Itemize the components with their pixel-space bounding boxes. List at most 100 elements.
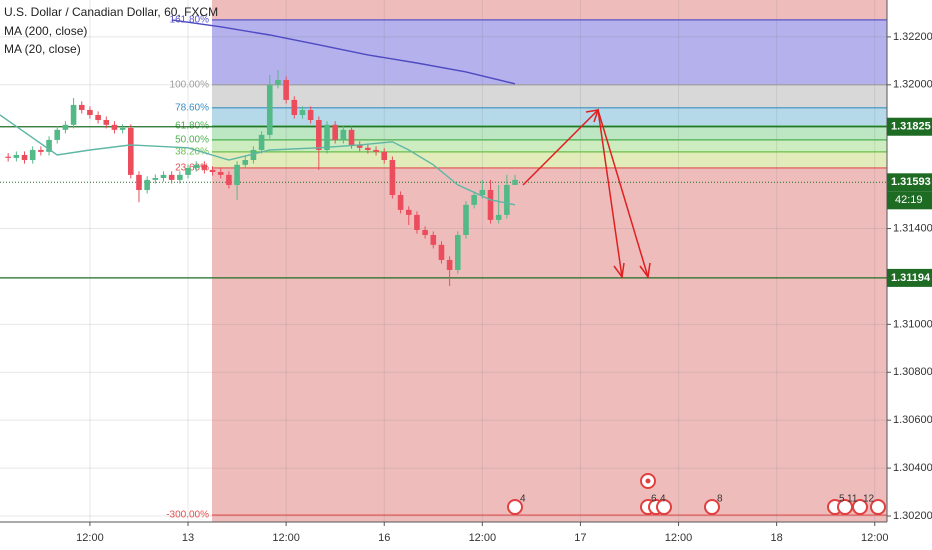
candle-body	[479, 189, 486, 196]
event-flag[interactable]	[870, 499, 886, 515]
candle-body	[332, 124, 338, 140]
candle-body	[217, 172, 224, 175]
x-tick-label: 17	[574, 532, 586, 544]
candle-body	[38, 149, 44, 152]
fib-label: 38.20%	[175, 147, 209, 158]
event-flag[interactable]	[507, 499, 523, 515]
candle-body	[397, 195, 404, 210]
x-tick-label: 18	[771, 532, 783, 544]
candle-body	[504, 184, 510, 215]
candle-body	[405, 209, 412, 215]
candle-body	[275, 80, 281, 85]
candle-body	[177, 174, 183, 180]
candle-body	[226, 174, 232, 185]
price-label: 1.31593	[891, 176, 931, 188]
event-flag[interactable]	[704, 499, 720, 515]
legend-entry: MA (20, close)	[4, 42, 81, 56]
candle-body	[62, 124, 69, 130]
candle-body	[463, 204, 469, 236]
candle-body	[95, 114, 101, 121]
candle-body	[381, 151, 388, 161]
candle-body	[54, 129, 61, 140]
countdown-label: 42:19	[895, 194, 923, 206]
fib-band	[212, 107, 887, 127]
candle-body	[389, 160, 396, 196]
x-tick-label: 16	[378, 532, 390, 544]
chart-title: U.S. Dollar / Canadian Dollar, 60, FXCM	[4, 5, 218, 19]
arrow-head	[613, 262, 625, 279]
candle-body	[422, 229, 428, 236]
event-count: 4	[520, 494, 526, 505]
candle-body	[168, 174, 175, 180]
candle-body	[487, 189, 494, 220]
candle-body	[152, 177, 159, 180]
fib-label: -300.00%	[166, 510, 209, 521]
fib-band	[212, 151, 887, 168]
countdown-box	[887, 191, 932, 210]
event-count: 11	[847, 494, 858, 505]
candle-body	[5, 156, 11, 158]
candle-body	[316, 120, 322, 150]
candle-body	[128, 127, 134, 175]
legend-entry: MA (200, close)	[4, 24, 87, 38]
y-tick-label: 1.30200	[893, 510, 932, 522]
candle-body	[299, 109, 306, 115]
x-tick-label: 12:00	[861, 532, 889, 544]
candle-body	[160, 174, 167, 178]
candle-body	[340, 129, 347, 140]
candle-body	[356, 144, 363, 148]
candle-body	[87, 109, 93, 115]
x-tick-label: 12:00	[272, 532, 300, 544]
event-flag[interactable]	[852, 499, 868, 515]
price-label-box	[887, 117, 932, 136]
candle-body	[185, 167, 191, 175]
event-count: 6	[651, 494, 657, 505]
candle-body	[283, 80, 289, 100]
event-count: 12	[863, 494, 875, 505]
candle-body	[495, 214, 502, 220]
event-count: 8	[717, 494, 723, 505]
candle-body	[21, 154, 28, 161]
fib-band	[212, 19, 887, 85]
candle-body	[365, 147, 371, 150]
fib-band	[212, 84, 887, 108]
candle-body	[438, 244, 445, 260]
y-tick-label: 1.30800	[893, 366, 932, 378]
fib-label: 78.60%	[175, 102, 209, 113]
candle-body	[373, 149, 379, 152]
fib-band	[212, 126, 887, 140]
fib-label: 161.80%	[170, 15, 210, 26]
moving-average	[171, 19, 516, 85]
event-count: 4	[660, 494, 666, 505]
moving-average	[0, 114, 516, 206]
forecast-arrow	[597, 109, 649, 278]
candle-body	[78, 104, 85, 110]
price-label: 1.31194	[891, 272, 931, 284]
candle-body	[291, 99, 298, 115]
candle-body	[258, 134, 265, 150]
candle-body	[144, 179, 150, 190]
candle-body	[446, 259, 453, 270]
candle-body	[266, 84, 273, 135]
candle-body	[13, 154, 20, 158]
x-tick-label: 13	[182, 532, 194, 544]
price-label: 1.31825	[891, 121, 931, 133]
y-tick-label: 1.30400	[893, 462, 932, 474]
fib-label: 50.00%	[175, 135, 209, 146]
event-flag[interactable]	[656, 499, 672, 515]
drawings	[522, 108, 651, 279]
y-tick-label: 1.32000	[893, 79, 932, 91]
x-tick-label: 12:00	[665, 532, 693, 544]
candle-body	[111, 124, 118, 130]
fib-label: 100.00%	[170, 79, 210, 90]
candle-body	[193, 164, 200, 168]
candle-body	[103, 120, 110, 125]
event-count: 5	[839, 494, 845, 505]
candle-body	[46, 139, 52, 152]
fib-band	[212, 139, 887, 152]
candle-body	[512, 179, 518, 185]
y-tick-label: 1.30600	[893, 414, 932, 426]
candle-body	[307, 109, 314, 121]
candle-body	[348, 129, 355, 145]
